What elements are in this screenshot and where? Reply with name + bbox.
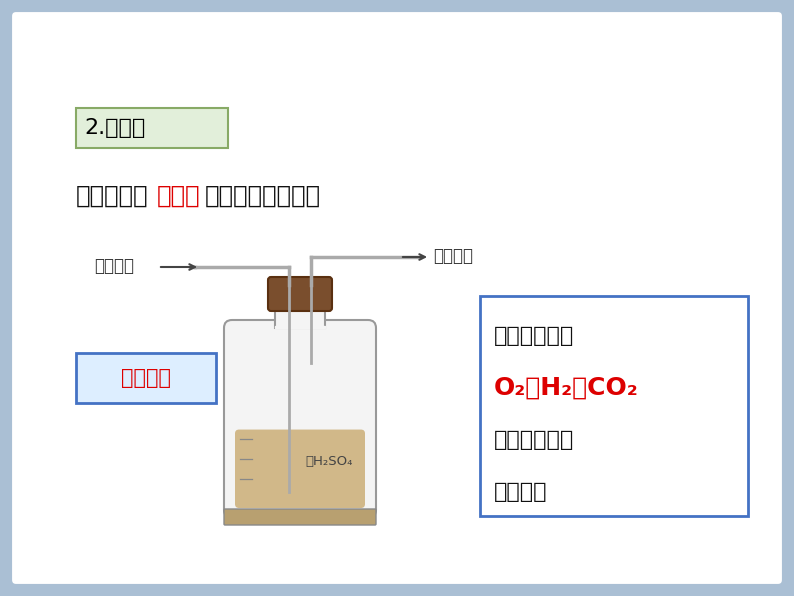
Text: 2.浓硫酸: 2.浓硫酸 <box>84 118 145 138</box>
Text: ，可用作干燥剂。: ，可用作干燥剂。 <box>205 184 321 208</box>
Text: 浓H₂SO₄: 浓H₂SO₄ <box>305 455 353 468</box>
FancyBboxPatch shape <box>76 108 228 148</box>
Text: 浓硫酸可干燥: 浓硫酸可干燥 <box>494 326 574 346</box>
FancyBboxPatch shape <box>224 509 376 525</box>
FancyBboxPatch shape <box>268 277 332 311</box>
Polygon shape <box>275 326 325 328</box>
Text: 等不与其反应: 等不与其反应 <box>494 430 574 450</box>
Text: 吸水性: 吸水性 <box>156 184 200 208</box>
Text: O₂、H₂、CO₂: O₂、H₂、CO₂ <box>494 376 638 400</box>
FancyBboxPatch shape <box>235 430 365 508</box>
Text: 浓硫酸具有: 浓硫酸具有 <box>76 184 148 208</box>
Text: 长进短出: 长进短出 <box>121 368 171 388</box>
FancyBboxPatch shape <box>224 320 376 518</box>
Text: 干燥气体: 干燥气体 <box>433 247 473 265</box>
FancyBboxPatch shape <box>275 282 325 328</box>
Text: 潮湿气体: 潮湿气体 <box>94 257 134 275</box>
FancyBboxPatch shape <box>480 296 748 516</box>
Text: 的气体。: 的气体。 <box>494 482 548 502</box>
FancyBboxPatch shape <box>10 10 784 586</box>
FancyBboxPatch shape <box>76 353 216 403</box>
